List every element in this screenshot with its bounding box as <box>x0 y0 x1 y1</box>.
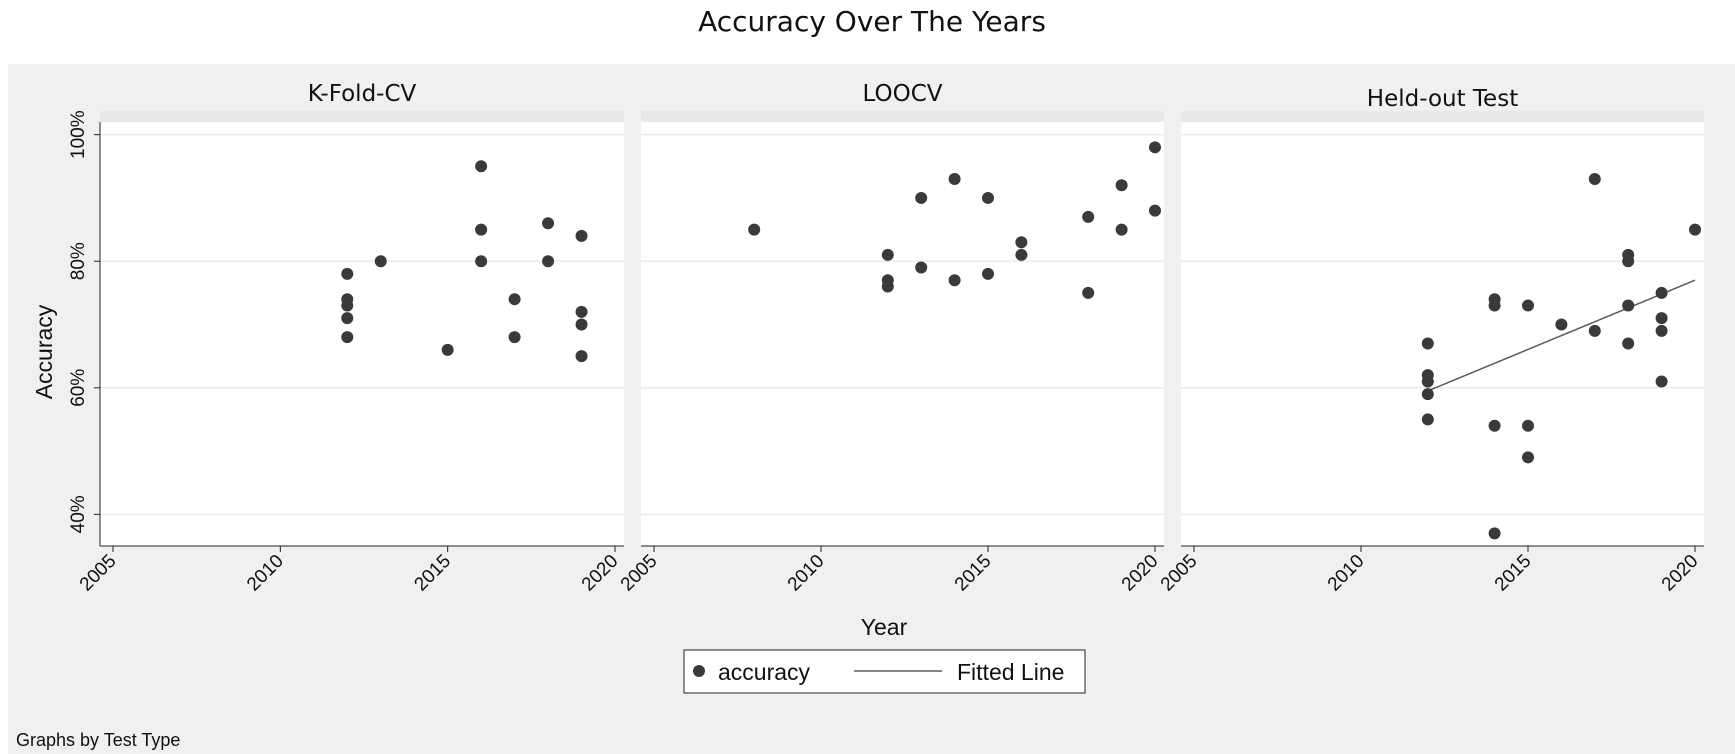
data-point <box>341 331 354 344</box>
data-point <box>915 191 928 204</box>
data-point <box>508 331 521 344</box>
data-point <box>1149 141 1161 154</box>
data-point <box>982 191 994 204</box>
data-point <box>982 267 994 280</box>
x-axis-title: Year <box>861 614 908 640</box>
data-point <box>475 223 488 236</box>
legend-marker-accuracy <box>693 665 705 677</box>
panel-title-strip <box>100 111 624 122</box>
data-point <box>1689 223 1701 236</box>
y-axis: 40% 60% 80% 100% <box>68 110 101 546</box>
y-tick-label-60: 60% <box>68 369 89 407</box>
data-point <box>1588 324 1601 337</box>
data-point <box>1421 388 1434 401</box>
data-point <box>881 280 894 293</box>
data-point <box>575 318 588 331</box>
data-point <box>1522 299 1534 312</box>
data-point <box>508 293 521 306</box>
y-axis-title: Accuracy <box>31 304 57 399</box>
panel-title-strip <box>641 111 1164 122</box>
data-point <box>542 217 555 230</box>
data-point <box>948 172 961 185</box>
data-point <box>915 261 928 274</box>
data-point <box>1015 248 1028 261</box>
data-point <box>1421 413 1434 426</box>
legend-label-fitted-line: Fitted Line <box>957 659 1064 685</box>
plot-area <box>1181 122 1704 546</box>
data-point <box>341 299 354 312</box>
data-point <box>1622 255 1635 268</box>
data-point <box>1655 375 1668 388</box>
fitted-line <box>1427 279 1696 392</box>
data-point <box>1421 337 1434 350</box>
data-point <box>1555 318 1568 331</box>
data-point <box>1488 419 1501 432</box>
data-point <box>1522 419 1534 432</box>
data-point <box>575 350 588 363</box>
panel-title: K-Fold-CV <box>308 81 417 107</box>
data-point <box>1522 451 1534 464</box>
panel-title: LOOCV <box>863 81 943 107</box>
data-point <box>881 248 894 261</box>
data-point <box>1115 179 1128 192</box>
data-point <box>1655 324 1668 337</box>
y-tick-label-100: 100% <box>68 110 89 159</box>
data-point <box>542 255 555 268</box>
chart-title: Accuracy Over The Years <box>698 5 1046 38</box>
data-point <box>575 229 588 242</box>
data-point <box>1115 223 1128 236</box>
data-point <box>475 255 488 268</box>
data-point <box>1149 204 1161 217</box>
data-point <box>575 305 588 318</box>
y-tick-label-40: 40% <box>68 495 89 533</box>
data-point <box>948 274 961 287</box>
data-point <box>341 267 354 280</box>
data-point <box>374 255 387 268</box>
data-point <box>341 312 354 325</box>
panel-title: Held-out Test <box>1367 86 1518 112</box>
data-point <box>1421 375 1434 388</box>
data-point <box>1588 172 1601 185</box>
data-point <box>1082 286 1095 299</box>
y-tick-label-80: 80% <box>68 242 89 280</box>
plot-area <box>641 122 1164 546</box>
data-point <box>1622 299 1635 312</box>
data-point <box>1015 236 1028 249</box>
data-point <box>1488 527 1501 540</box>
data-point <box>1082 210 1095 223</box>
data-point <box>1622 337 1635 350</box>
data-point <box>748 223 761 236</box>
panel-title-strip <box>1181 111 1704 122</box>
plot-area <box>100 122 624 546</box>
data-point <box>1655 286 1668 299</box>
legend: accuracy Fitted Line <box>683 649 1086 694</box>
data-point <box>475 160 488 173</box>
data-point <box>441 343 454 356</box>
graphs-note: Graphs by Test Type <box>16 730 180 750</box>
legend-label-accuracy: accuracy <box>718 659 811 685</box>
data-point <box>1655 312 1668 325</box>
data-point <box>1488 299 1501 312</box>
